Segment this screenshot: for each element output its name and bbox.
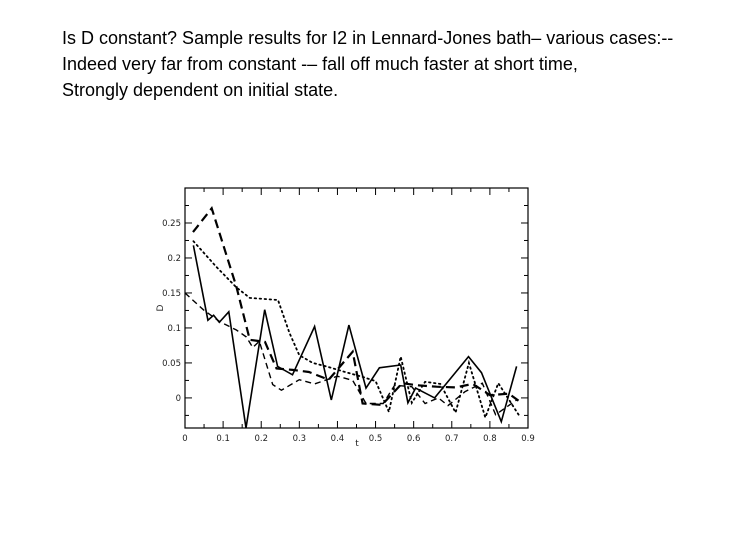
x-tick-label: 0.9	[521, 434, 535, 444]
x-tick-label: 0.2	[254, 434, 268, 444]
y-tick-label: 0.1	[167, 324, 181, 334]
chart-frame	[184, 187, 529, 429]
series-line-case-3-dotted	[192, 240, 522, 421]
diffusion-vs-time-chart: 0 0.1 0.2 0.3 0.4 0.5 0.6 0.7 0.8 0.9 0 0.05 0.1 0.15…	[150, 170, 570, 470]
slide-text-line-1: Is D constant? Sample results for I2 in …	[62, 28, 674, 48]
x-tick-label: 0.7	[445, 434, 459, 444]
series-line-case-4-short-dash	[184, 292, 518, 416]
x-tick-label: 0.3	[293, 434, 307, 444]
slide-text-line-2: Indeed very far from constant -– fall of…	[62, 54, 578, 74]
series-line-case-1-solid	[192, 245, 518, 429]
x-tick-label: 0.6	[407, 434, 421, 444]
x-tick-label: 0.5	[369, 434, 383, 444]
slide-text-line-3: Strongly dependent on initial state.	[62, 80, 339, 100]
y-tick-label: 0.25	[162, 219, 181, 229]
axes-ticks	[184, 188, 529, 428]
y-tick-label: 0.2	[167, 254, 181, 264]
y-tick-label: 0.05	[162, 359, 181, 369]
x-tick-label: 0	[182, 434, 187, 444]
x-tick-label: 0.8	[483, 434, 497, 444]
chart-svg: 0 0.1 0.2 0.3 0.4 0.5 0.6 0.7 0.8 0.9 0 0.05 0.1 0.15…	[156, 187, 535, 449]
x-axis-title: t	[355, 439, 359, 449]
x-tick-label: 0.1	[216, 434, 230, 444]
x-tick-label: 0.4	[331, 434, 345, 444]
slide-text-block: Is D constant? Sample results for I2 in …	[62, 25, 742, 103]
y-axis-title: D	[156, 304, 166, 311]
y-tick-label: 0.15	[162, 289, 181, 299]
series-line-case-2-long-dash	[192, 205, 520, 407]
y-tick-label: 0	[176, 394, 181, 404]
